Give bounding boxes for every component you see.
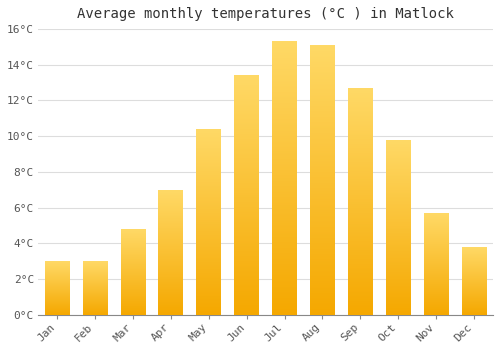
Title: Average monthly temperatures (°C ) in Matlock: Average monthly temperatures (°C ) in Ma… bbox=[77, 7, 454, 21]
